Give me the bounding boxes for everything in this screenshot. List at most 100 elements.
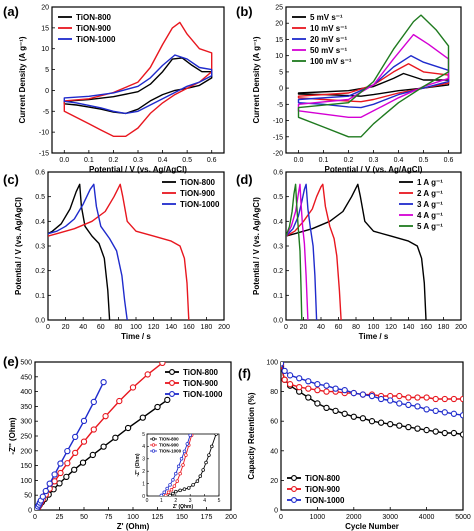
y-tick-label: 100 [20, 478, 32, 485]
legend: TiON-800 TiON-900 TiON-1000 [162, 178, 220, 209]
data-point [359, 415, 367, 422]
data-point [405, 394, 412, 401]
legend-marker [291, 486, 297, 492]
legend-label: TiON-900 [305, 485, 341, 494]
data-point [305, 394, 312, 401]
inset-data-point [181, 463, 185, 467]
inset-legend-marker [151, 449, 156, 453]
inset-data-point [182, 449, 187, 454]
data-point [80, 417, 88, 425]
data-point [64, 447, 71, 455]
x-tick-label: 180 [201, 324, 213, 331]
inset-data-point [162, 490, 167, 495]
x-tick-label: 0 [46, 324, 50, 331]
data-point [323, 382, 330, 389]
y-tick-label: -20 [273, 151, 283, 158]
legend: TiON-800 TiON-900 TiON-1000 [165, 368, 223, 399]
data-point [314, 386, 321, 394]
x-tick-label: 5000 [455, 514, 471, 521]
legend-label: TiON-900 [76, 24, 112, 33]
y-tick-label: 0.0 [273, 318, 283, 325]
y-tick-label: 50 [24, 493, 32, 500]
data-point [100, 443, 107, 450]
legend-label: TiON-900 [183, 379, 219, 388]
y-tick-label: 20 [41, 5, 49, 12]
data-point [72, 433, 79, 441]
legend-label: TiON-900 [180, 189, 216, 198]
legend-label: TiON-1000 [183, 390, 223, 399]
data-point [368, 392, 376, 400]
x-tick-label: 175 [201, 514, 213, 521]
inset-data-point [159, 493, 164, 496]
y-tick-label: 0.4 [273, 219, 283, 226]
plot-area [63, 21, 213, 138]
legend-label: 20 mV s⁻¹ [310, 35, 347, 44]
plot-area [286, 183, 427, 320]
legend-marker [169, 369, 175, 375]
data-point [281, 367, 288, 375]
data-point [323, 404, 330, 412]
panel-letter: (e) [3, 354, 19, 369]
y-tick-label: -5 [277, 102, 283, 109]
x-tick-label: 3000 [382, 514, 398, 521]
y-tick-label: 0 [279, 86, 283, 93]
inset-data-point [166, 490, 171, 495]
x-tick-label: 150 [176, 514, 188, 521]
data-point [414, 403, 421, 410]
x-tick-label: 180 [438, 324, 450, 331]
data-point [281, 376, 288, 383]
series-line-1 [63, 57, 213, 115]
data-point [305, 385, 312, 392]
plot-area [35, 362, 171, 510]
y-tick-label: -5 [43, 109, 49, 116]
data-point [405, 401, 412, 409]
y-tick-label: -15 [39, 151, 49, 158]
y-tick-label: 300 [20, 419, 32, 426]
y-tick-label: 40 [270, 448, 278, 455]
inset-data-point [179, 457, 184, 461]
inset-x-tick-label: 4 [203, 498, 206, 504]
inset-legend-label: TiON-800 [159, 437, 179, 442]
legend: 5 mV s⁻¹ 10 mV s⁻¹ 20 mV s⁻¹ 50 mV s⁻¹ 100 m… [292, 13, 352, 66]
data-point [432, 395, 439, 403]
data-point [64, 460, 71, 467]
y-tick-label: 400 [20, 389, 32, 396]
series-line-1 [286, 183, 427, 320]
y-tick-label: 0.2 [35, 268, 45, 275]
inset-y-tick-label: 1 [142, 481, 145, 487]
data-point [80, 438, 88, 445]
series-line-1 [297, 72, 450, 97]
inset-data-point [171, 478, 175, 482]
inset-y-tick-label: 5 [142, 432, 145, 438]
x-tick-label: 0.2 [344, 157, 354, 164]
y-tick-label: 0.6 [35, 170, 45, 177]
data-point [286, 372, 294, 379]
series-line-2 [286, 183, 342, 320]
inset-data-point [175, 479, 179, 483]
y-tick-label: 100 [266, 360, 278, 367]
y-tick-label: 15 [275, 37, 283, 44]
x-tick-label: 0.0 [294, 157, 304, 164]
inset-data-point [182, 487, 187, 491]
x-tick-label: 0.1 [84, 157, 94, 164]
legend: 1 A g⁻¹ 2 A g⁻¹ 3 A g⁻¹ 4 A g⁻¹ 5 A g⁻¹ [399, 178, 443, 231]
legend-label: 5 mV s⁻¹ [310, 13, 343, 22]
data-point [368, 418, 376, 425]
y-tick-label: 60 [270, 419, 278, 426]
data-point [332, 385, 339, 392]
inset-data-point [198, 474, 203, 478]
data-point [116, 397, 123, 405]
x-tick-label: 0 [284, 324, 288, 331]
data-point [57, 469, 64, 477]
x-tick-label: 160 [420, 324, 432, 331]
data-point [332, 407, 339, 414]
inset-x-tick-label: 5 [218, 498, 221, 504]
data-point [387, 421, 394, 428]
data-point [164, 396, 171, 404]
data-point [296, 384, 303, 391]
y-tick-label: 20 [270, 478, 278, 485]
x-tick-label: 0.1 [319, 157, 329, 164]
y-tick-label: -10 [39, 130, 49, 137]
data-point [296, 375, 303, 382]
data-point [51, 478, 58, 485]
